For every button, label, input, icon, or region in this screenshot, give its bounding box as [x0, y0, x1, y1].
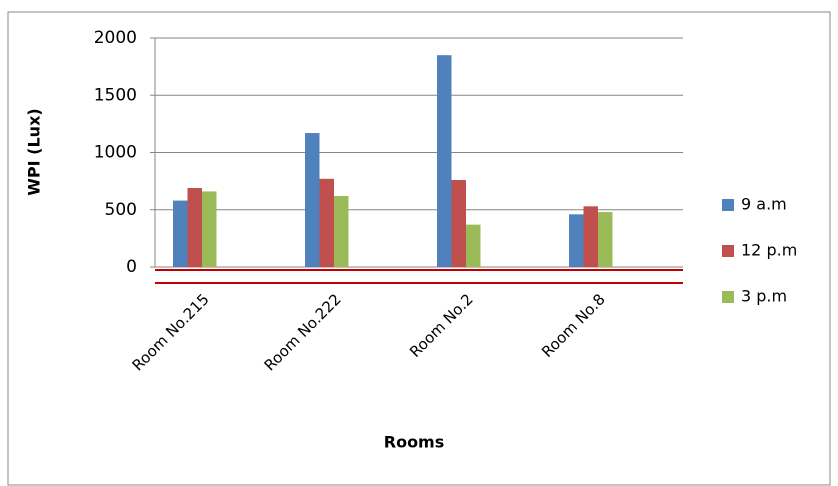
bar	[319, 178, 334, 267]
bar	[202, 191, 217, 267]
legend-swatch	[722, 291, 734, 303]
bar	[466, 224, 481, 267]
y-tick-label: 2000	[94, 28, 137, 48]
y-axis-title: WPI (Lux)	[25, 108, 44, 195]
bar	[334, 196, 349, 267]
legend-swatch	[722, 245, 734, 257]
bar	[598, 212, 613, 267]
y-tick-label: 1000	[94, 143, 137, 163]
bar	[569, 214, 584, 267]
bar	[583, 206, 598, 267]
legend-label: 3 p.m	[741, 287, 787, 306]
y-tick-label: 1500	[94, 85, 137, 105]
legend-label: 9 a.m	[741, 195, 787, 214]
bar	[173, 200, 188, 267]
y-tick-label: 500	[105, 200, 137, 220]
legend-label: 12 p.m	[741, 241, 797, 260]
bar	[451, 179, 466, 267]
y-tick-label: 0	[126, 257, 137, 277]
chart-frame	[7, 11, 831, 486]
bar	[305, 133, 320, 267]
legend-swatch	[722, 199, 734, 211]
bar	[187, 187, 202, 267]
x-axis-title: Rooms	[384, 433, 445, 452]
bar	[437, 55, 452, 267]
